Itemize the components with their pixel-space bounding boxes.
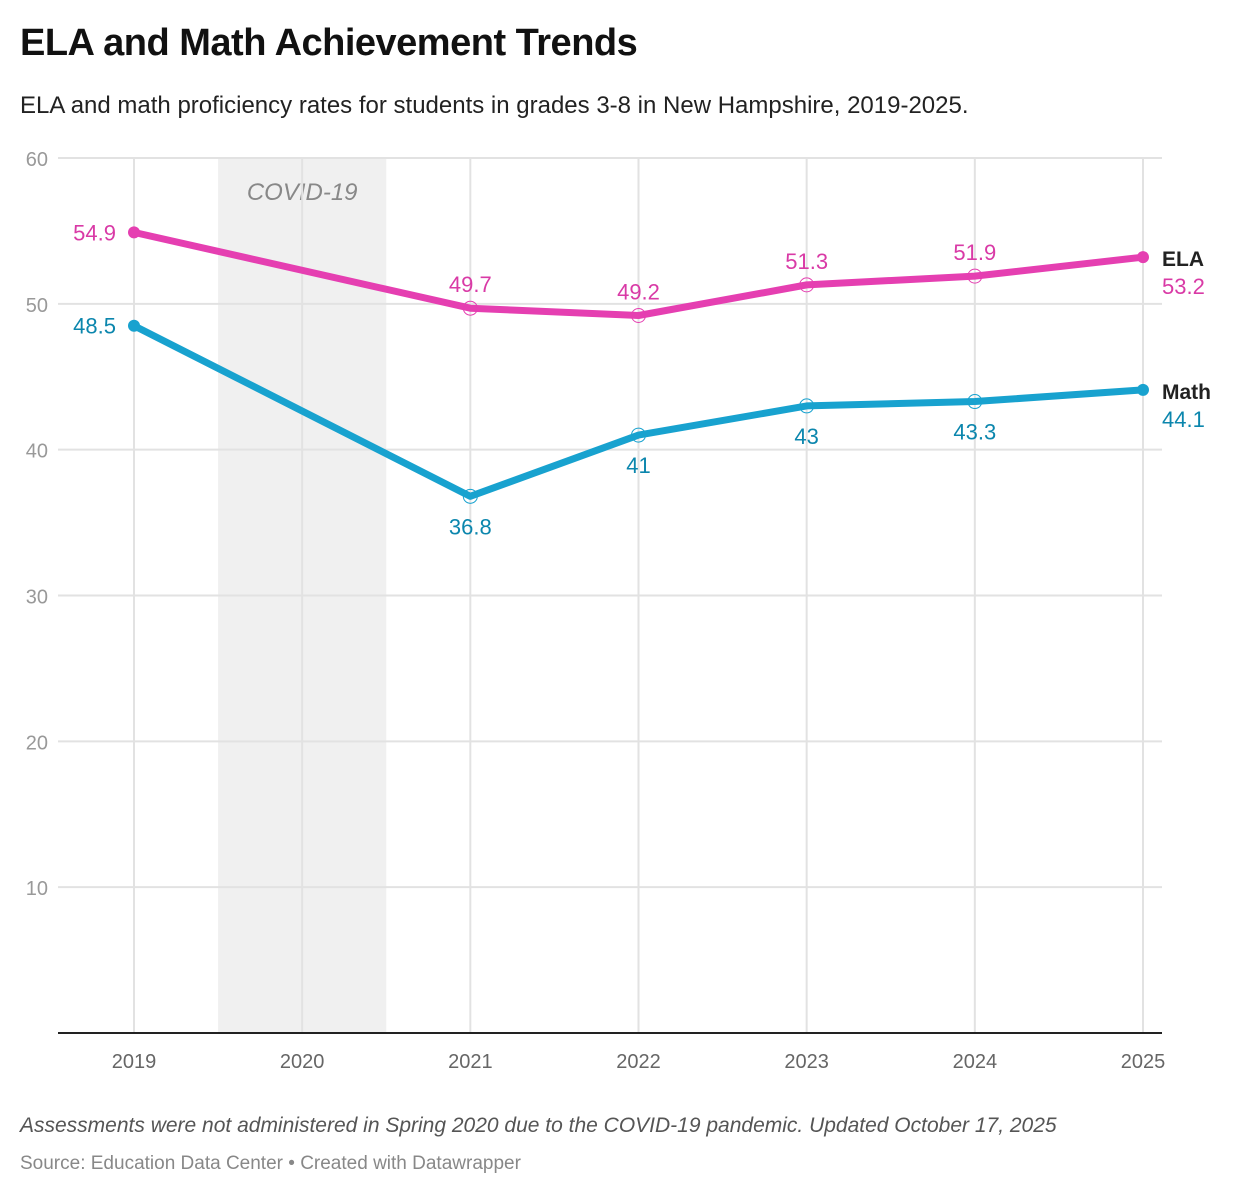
y-tick-label: 50 <box>26 295 48 317</box>
data-label: 48.5 <box>73 314 116 339</box>
data-point <box>128 226 140 239</box>
data-point <box>631 308 646 323</box>
data-label: 41 <box>626 453 650 478</box>
x-tick-label: 2022 <box>616 1051 661 1073</box>
x-tick-label: 2019 <box>112 1051 157 1073</box>
data-point <box>967 268 983 284</box>
data-point <box>799 398 815 414</box>
x-tick-label: 2021 <box>448 1051 493 1073</box>
chart-note: Assessments were not administered in Spr… <box>20 1114 1057 1137</box>
x-tick-label: 2023 <box>784 1051 829 1073</box>
data-label: 36.8 <box>449 514 492 539</box>
x-tick-label: 2025 <box>1121 1051 1166 1073</box>
data-label: 49.7 <box>449 272 492 297</box>
data-label: 53.2 <box>1162 274 1205 299</box>
y-tick-label: 20 <box>26 732 48 754</box>
series-name-label: Math <box>1162 381 1211 404</box>
data-label: 54.9 <box>73 220 116 245</box>
chart-source: Source: Education Data Center • Created … <box>20 1153 521 1174</box>
data-point <box>1137 383 1149 396</box>
y-tick-label: 10 <box>26 878 48 900</box>
data-point <box>462 488 478 504</box>
data-label: 43 <box>794 424 818 449</box>
series-line-math <box>130 322 1147 500</box>
data-point <box>462 300 478 316</box>
data-label: 49.2 <box>617 280 660 305</box>
data-point <box>631 427 646 443</box>
y-tick-label: 60 <box>26 149 48 171</box>
chart-subtitle: ELA and math proficiency rates for stude… <box>20 92 969 119</box>
data-point <box>967 394 983 410</box>
y-tick-label: 30 <box>26 587 48 609</box>
chart-title: ELA and Math Achievement Trends <box>20 22 638 64</box>
x-tick-label: 2020 <box>280 1051 325 1073</box>
data-point <box>128 319 140 332</box>
data-label: 51.9 <box>953 240 996 265</box>
series-name-label: ELA <box>1162 248 1204 271</box>
data-label: 43.3 <box>953 420 996 445</box>
data-label: 51.3 <box>785 249 828 274</box>
data-label: 44.1 <box>1162 407 1205 432</box>
series-line-ela <box>130 228 1147 319</box>
y-tick-label: 40 <box>26 441 48 463</box>
data-point <box>1137 251 1149 264</box>
data-point <box>799 277 815 293</box>
x-tick-label: 2024 <box>953 1051 998 1073</box>
